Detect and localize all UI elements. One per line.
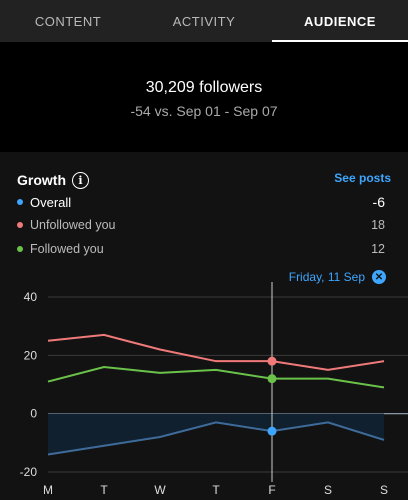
series-line-followed-you xyxy=(47,365,385,389)
y-tick-label: -20 xyxy=(20,465,38,479)
y-tick-label: 0 xyxy=(30,407,37,421)
legend-value-followed: 12 xyxy=(371,242,385,256)
audience-summary: 30,209 followers -54 vs. Sep 01 - Sep 07 xyxy=(0,42,408,152)
legend-row-followed: Followed you 12 xyxy=(17,240,385,258)
series-line-overall xyxy=(47,421,385,456)
series-line-unfollowed-you xyxy=(47,333,385,371)
selected-point-unfollowed-you xyxy=(267,356,277,366)
close-icon[interactable]: ✕ xyxy=(372,270,386,284)
overall-area xyxy=(48,413,384,455)
x-tick-label: M xyxy=(43,483,53,497)
growth-panel: Growth i See posts Overall -6 Unfollowed… xyxy=(0,152,408,500)
selected-date-label: Friday, 11 Sep xyxy=(288,270,365,284)
tab-activity[interactable]: ACTIVITY xyxy=(172,13,236,29)
x-tick-label: F xyxy=(268,483,275,497)
info-icon[interactable]: i xyxy=(72,172,89,189)
x-tick-label: S xyxy=(324,483,332,497)
followers-delta: -54 vs. Sep 01 - Sep 07 xyxy=(130,103,278,119)
legend-row-overall: Overall -6 xyxy=(17,193,385,211)
tab-bar: CONTENT ACTIVITY AUDIENCE xyxy=(0,0,408,42)
legend-value-overall: -6 xyxy=(372,194,385,210)
x-tick-label: T xyxy=(100,483,108,497)
x-tick-label: W xyxy=(154,483,166,497)
legend-dot-overall xyxy=(17,199,23,205)
selected-point-overall xyxy=(267,426,277,436)
x-tick-label: S xyxy=(380,483,388,497)
legend-label-overall: Overall xyxy=(30,194,72,210)
legend-label-unfollowed: Unfollowed you xyxy=(30,218,116,232)
legend-dot-unfollowed xyxy=(17,222,23,228)
y-tick-label: 20 xyxy=(24,348,38,362)
followers-count: 30,209 followers xyxy=(145,79,263,96)
y-tick-label: 40 xyxy=(24,290,38,304)
tab-content[interactable]: CONTENT xyxy=(34,13,102,29)
see-posts-link[interactable]: See posts xyxy=(334,171,391,185)
growth-title: Growth xyxy=(17,172,66,188)
legend-row-unfollowed: Unfollowed you 18 xyxy=(17,216,385,234)
x-tick-label: T xyxy=(212,483,220,497)
legend-label-followed: Followed you xyxy=(30,242,104,256)
legend-dot-followed xyxy=(17,246,23,252)
tab-audience[interactable]: AUDIENCE xyxy=(272,0,408,42)
selected-point-followed-you xyxy=(267,374,277,384)
selected-date-badge: Friday, 11 Sep ✕ xyxy=(289,270,386,284)
growth-chart[interactable]: 40 20 0 -20 M T W T F S S xyxy=(0,282,408,500)
legend-value-unfollowed: 18 xyxy=(371,218,385,232)
